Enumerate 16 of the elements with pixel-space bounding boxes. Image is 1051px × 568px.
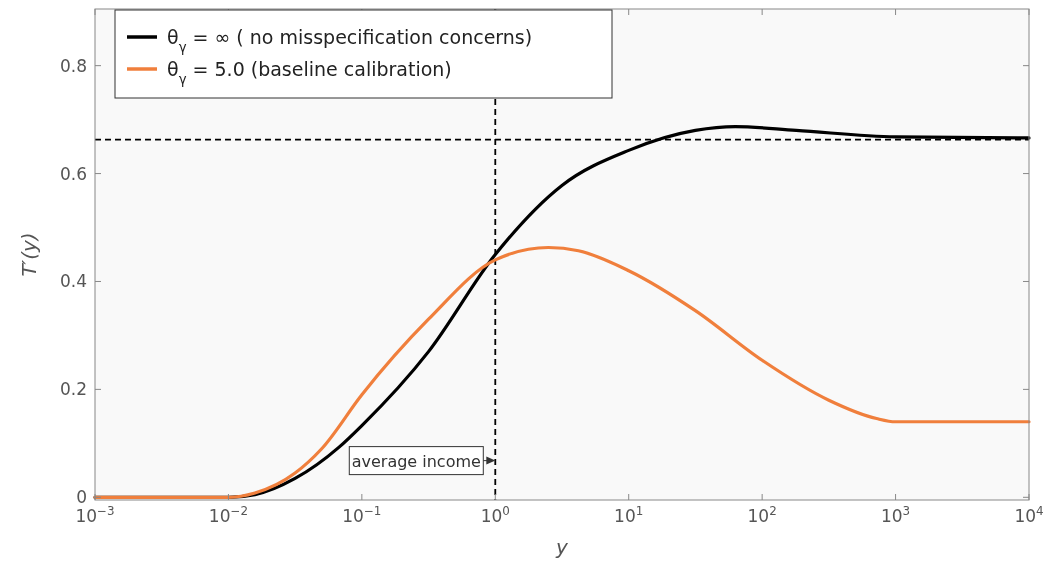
y-tick-label: 0.4 [59,271,87,292]
y-tick-label: 0.6 [59,163,87,184]
x-tick-label: 10$^{−1}$ [342,504,382,526]
x-tick-label: 10$^{2}$ [747,504,777,526]
y-tick-label: 0.8 [59,55,87,76]
x-tick-label: 10$^{−2}$ [208,504,249,526]
y-axis-title: T′(y) [17,232,41,277]
x-tick-label: 10$^{1}$ [614,504,644,526]
x-tick-label: 10$^{0}$ [480,504,510,526]
legend-label: θ$_{γ}$ = 5.0 (baseline calibration) [167,58,452,87]
y-tick-label: 0.2 [59,379,87,400]
annotation: average income [351,451,481,471]
x-tick-label: 10$^{3}$ [880,504,911,526]
x-tick-label: 10$^{4}$ [1014,504,1044,526]
x-axis-title: y [555,535,570,559]
legend-label: θ$_{γ}$ = ∞ ( no misspecification concerns) [167,26,533,55]
